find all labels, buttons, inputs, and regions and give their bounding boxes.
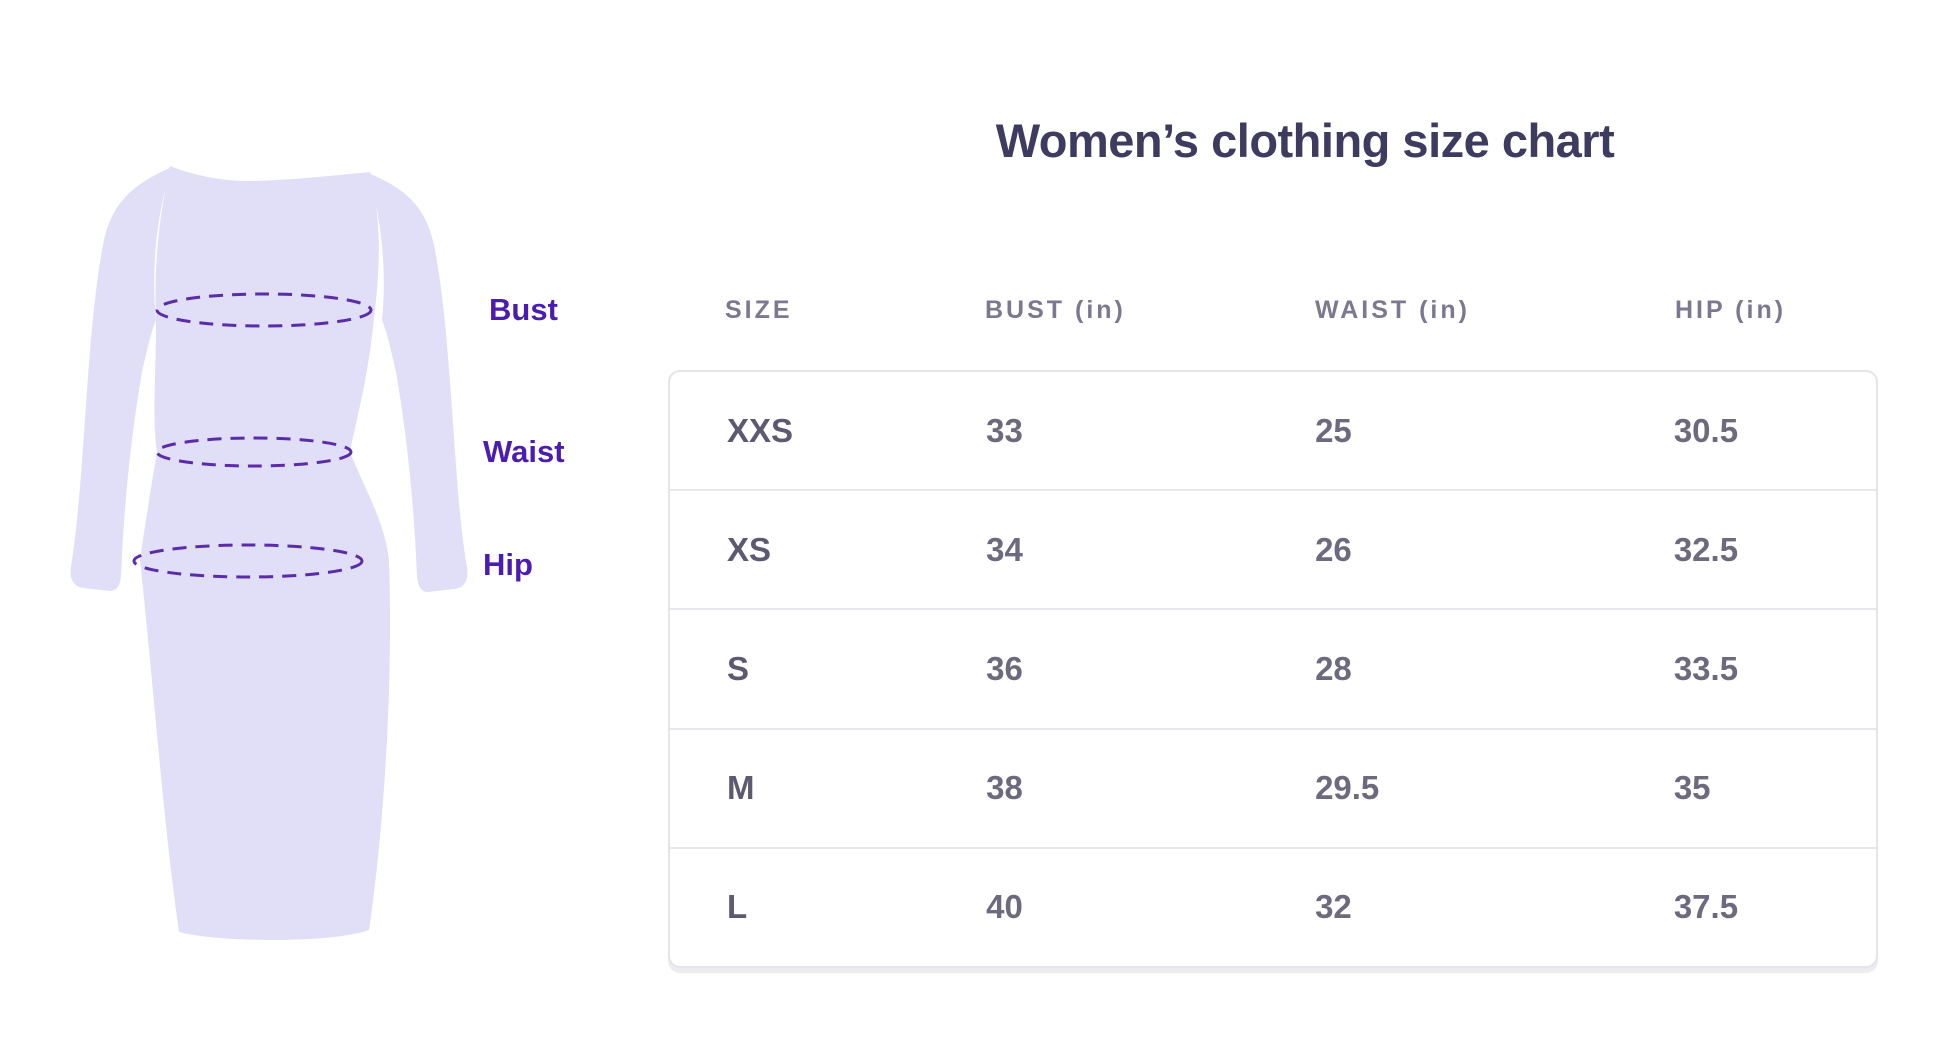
cell-size: L	[727, 888, 748, 926]
cell-size: XXS	[727, 411, 794, 449]
dress-silhouette-illustration	[70, 166, 468, 940]
dress-body	[140, 166, 391, 940]
cell-hip: 30.5	[1673, 411, 1739, 449]
size-table-header: SIZE BUST (in) WAIST (in) HIP (in)	[668, 288, 1878, 332]
cell-waist: 28	[1315, 650, 1352, 687]
cell-hip: 32.5	[1673, 530, 1739, 568]
cell-size: S	[727, 650, 750, 687]
waist-measure-line	[155, 436, 353, 468]
cell-hip: 37.5	[1673, 888, 1739, 926]
cell-waist: 32	[1315, 888, 1352, 926]
table-row-xs: XS 34 26 32.5	[670, 489, 1876, 608]
table-row-m: M 38 29.5 35	[670, 727, 1876, 847]
table-row-l: L 40 32 37.5	[670, 846, 1876, 966]
dress-right-sleeve	[368, 173, 468, 592]
cell-bust: 34	[986, 530, 1023, 568]
header-cell-bust: BUST (in)	[985, 295, 1126, 324]
cell-bust: 36	[986, 650, 1023, 687]
cell-bust: 38	[986, 769, 1023, 807]
hip-measure-line	[132, 543, 364, 579]
cell-waist: 25	[1315, 411, 1352, 449]
cell-waist: 26	[1315, 530, 1352, 568]
table-row-xxs: XXS 33 25 30.5	[670, 372, 1876, 489]
bust-measure-line	[155, 292, 373, 328]
cell-bust: 40	[986, 888, 1023, 926]
cell-size: XS	[727, 530, 772, 568]
size-table: XXS 33 25 30.5 XS 34 26 32.5 S 36 28 33.…	[668, 370, 1878, 968]
header-cell-hip: HIP (in)	[1675, 295, 1787, 324]
cell-hip: 35	[1673, 769, 1711, 807]
page-title: Women’s clothing size chart	[995, 114, 1615, 167]
cell-hip: 33.5	[1673, 650, 1739, 687]
cell-bust: 33	[986, 411, 1023, 449]
header-cell-size: SIZE	[725, 295, 793, 324]
bust-label: Bust	[489, 292, 558, 327]
waist-label: Waist	[483, 434, 565, 469]
table-row-s: S 36 28 33.5	[670, 608, 1876, 727]
cell-size: M	[727, 769, 755, 807]
hip-label: Hip	[483, 547, 533, 582]
dress-left-sleeve	[70, 167, 172, 591]
cell-waist: 29.5	[1315, 769, 1380, 807]
header-cell-waist: WAIST (in)	[1315, 295, 1470, 324]
